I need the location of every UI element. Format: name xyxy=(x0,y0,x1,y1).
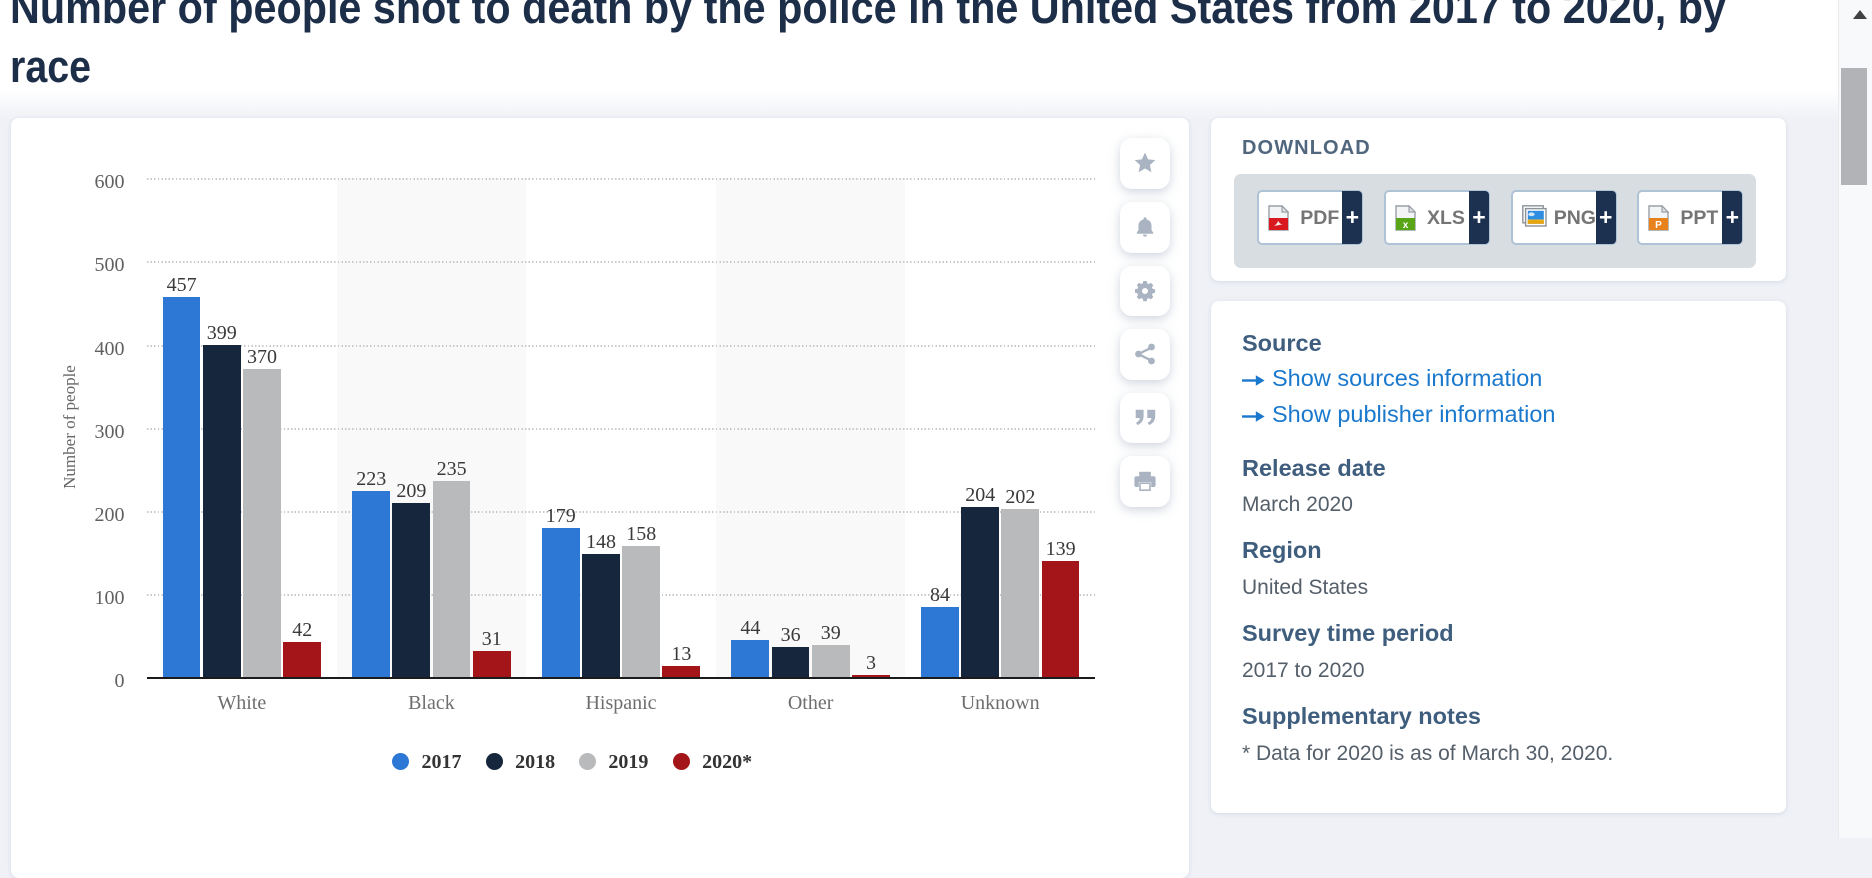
svg-text:P: P xyxy=(1656,220,1663,231)
svg-text:x: x xyxy=(1403,220,1409,231)
